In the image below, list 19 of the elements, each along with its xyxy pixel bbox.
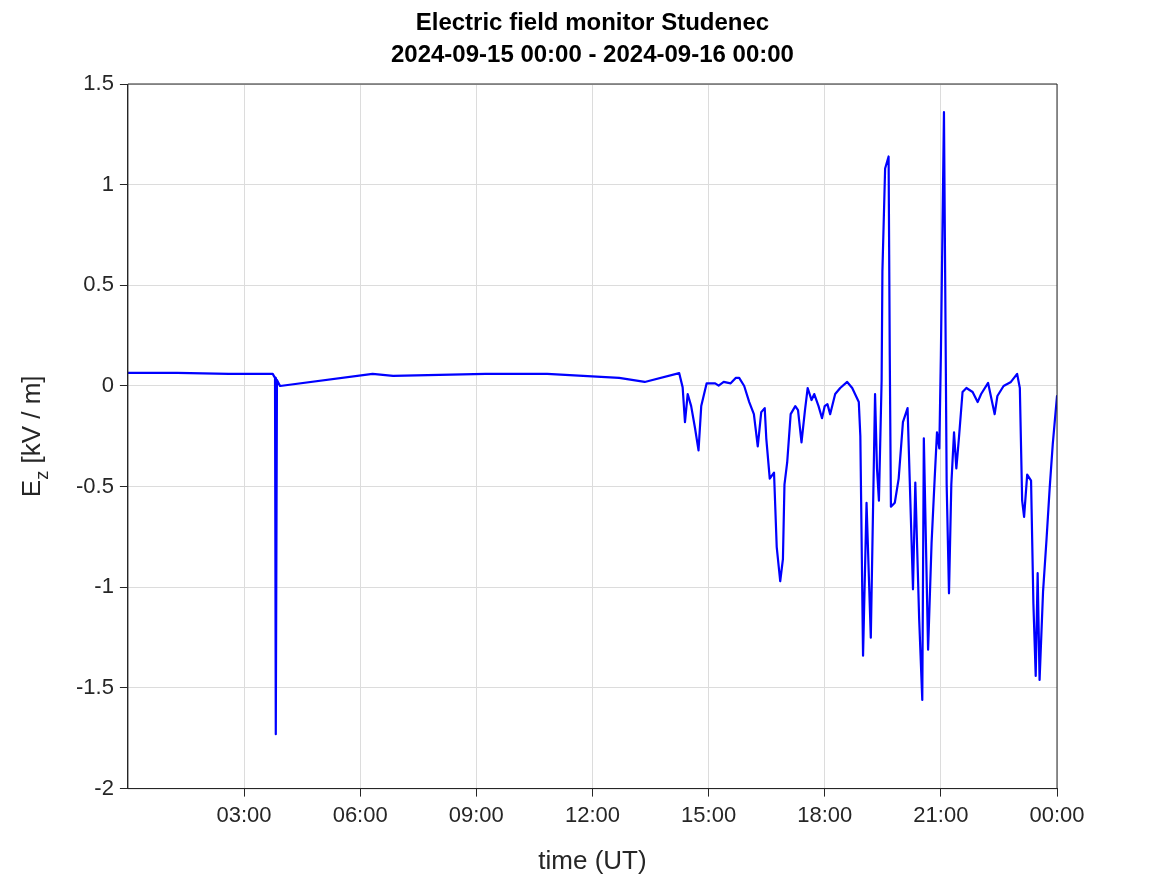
x-tick-label: 21:00 [913,801,969,827]
y-tick-label: 0 [101,372,114,398]
y-tick-label: -0.5 [75,472,114,498]
x-tick-label: 12:00 [564,801,620,827]
x-tick-label: 18:00 [797,801,853,827]
y-tick-label: 1 [101,170,114,196]
y-tick-label: -2 [94,774,114,800]
x-tick-label: 06:00 [332,801,388,827]
chart-title: Electric field monitor Studenec 2024-09-15 00:00 - 2024-09-16 00:00 [390,8,794,67]
y-tick-label: 0.5 [83,271,114,297]
y-tick-label: 1.5 [83,70,114,96]
y-tick-label: -1.5 [75,674,114,700]
x-tick-label: 09:00 [448,801,504,827]
y-axis-title: Ez [kV / m] [15,375,52,498]
x-tick-label: 15:00 [681,801,737,827]
x-tick-label: 00:00 [1029,801,1085,827]
x-axis-title: time (UT) [538,844,647,875]
y-tick-label: -1 [94,573,114,599]
x-tick-label: 03:00 [216,801,272,827]
